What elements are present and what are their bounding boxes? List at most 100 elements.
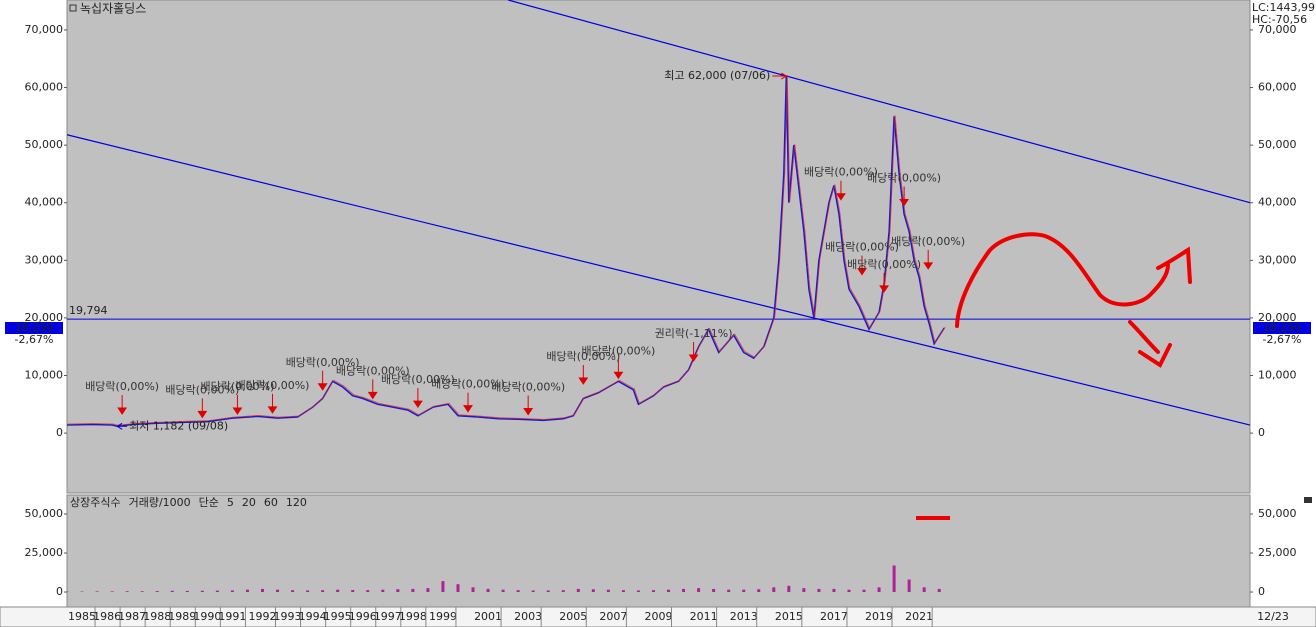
last-price-box <box>5 321 63 334</box>
volume-bar <box>95 591 99 593</box>
event-label: 배당락(0,00%) <box>847 258 921 271</box>
event-arrow <box>578 365 589 385</box>
event-arrow <box>367 379 378 400</box>
event-arrow <box>267 393 278 414</box>
volume-bar <box>170 590 174 593</box>
event-arrow <box>836 180 846 201</box>
event-label: 배당락(0,00%) <box>200 380 274 393</box>
last-change-label: -2,67% <box>15 333 54 346</box>
volume-bar <box>742 589 746 593</box>
volume-bar <box>486 588 490 593</box>
volume-bar <box>381 589 385 593</box>
x-tick-label: 2005 <box>559 610 587 623</box>
volume-bar <box>260 588 264 593</box>
corner-label: LC:1443,99 <box>1252 1 1315 14</box>
volume-bar <box>426 588 430 593</box>
event-label: 배당락(0,00%) <box>85 380 159 393</box>
x-tick-label: 1991 <box>218 610 246 623</box>
volume-bar <box>155 591 159 593</box>
x-tick-label: 1999 <box>429 610 457 623</box>
legend-label: 60 <box>264 496 278 509</box>
y-tick-label-right: 50,000 <box>1258 507 1297 520</box>
event-label: 배당락(0,00%) <box>165 383 239 396</box>
annotation-scribble <box>955 232 1192 328</box>
volume-bar <box>606 589 610 593</box>
event-label: 배당락(0,00%) <box>546 350 620 363</box>
volume-bar <box>727 589 731 593</box>
event-arrow <box>463 392 473 413</box>
last-change-label: -2,67% <box>1263 333 1302 346</box>
legend-label: 120 <box>286 496 307 509</box>
trend-line <box>507 0 1251 204</box>
high-label: 최고 62,000 (07/06) <box>664 69 770 82</box>
trend-line <box>66 134 1251 426</box>
y-tick-label: 30,000 <box>25 253 64 266</box>
y-tick-label: 0 <box>56 585 63 598</box>
volume-bar <box>907 579 911 593</box>
volume-bar <box>441 581 445 593</box>
volume-bar <box>937 588 941 593</box>
volume-bar <box>591 589 595 593</box>
volume-bar <box>245 589 249 593</box>
x-tick-label: 2009 <box>645 610 673 623</box>
volume-bar <box>862 589 866 593</box>
volume-bar <box>651 590 655 593</box>
volume-bar <box>351 589 355 593</box>
x-tick-label: 2013 <box>730 610 758 623</box>
event-arrow <box>317 370 328 391</box>
event-arrow <box>688 341 699 362</box>
y-tick-label: 40,000 <box>25 196 64 209</box>
event-label: 배당락(0,00%) <box>286 356 360 369</box>
volume-bar <box>456 584 460 593</box>
x-tick-label: 1998 <box>399 610 427 623</box>
volume-bar <box>230 590 234 593</box>
low-arrow <box>116 422 128 430</box>
plot-layer: 0 0 10,000 10,000 20,000 20,000 30,000 30,000 40… <box>5 0 1311 627</box>
volume-bar <box>501 589 505 593</box>
x-tick-label: 1995 <box>324 610 352 623</box>
volume-bar <box>667 589 671 593</box>
volume-bar <box>576 588 580 593</box>
volume-bar <box>185 590 189 593</box>
y-tick-label: 60,000 <box>25 81 64 94</box>
volume-bar <box>471 587 475 593</box>
title-icon <box>69 4 77 12</box>
y-tick-label-right: 70,000 <box>1258 23 1297 36</box>
legend-label: 20 <box>242 496 256 509</box>
event-arrow <box>613 359 624 380</box>
volume-bar <box>366 590 370 593</box>
y-tick-label-right: 40,000 <box>1258 196 1297 209</box>
price-panel <box>66 0 1251 494</box>
x-tick-label: 1985 <box>68 610 96 623</box>
event-arrow <box>117 394 128 415</box>
y-tick-label: 50,000 <box>25 507 64 520</box>
event-arrow <box>857 255 867 276</box>
volume-bar <box>516 590 520 593</box>
legend-label: 단순 <box>199 496 219 509</box>
volume-bar <box>546 590 550 593</box>
panel-close[interactable] <box>1304 497 1312 503</box>
volume-bar <box>817 588 821 593</box>
volume-bar <box>140 591 144 593</box>
volume-panel <box>66 494 1251 608</box>
event-label: 배당락(0,00%) <box>431 378 505 391</box>
last-price-label: 18,250 <box>1263 321 1302 334</box>
y-tick-label: 20,000 <box>25 311 64 324</box>
event-label: 배당락(0,00%) <box>804 166 878 179</box>
event-label: 권리락(-1,11%) <box>655 327 733 340</box>
low-label: 최저 1,182 (09/08) <box>129 419 228 432</box>
x-tick-label: 1988 <box>143 610 171 623</box>
volume-bar <box>892 565 896 593</box>
event-arrow <box>412 388 423 408</box>
event-arrow <box>523 395 534 416</box>
volume-bar <box>306 590 310 593</box>
date-label: 12/23 <box>1257 610 1289 623</box>
x-tick-label: 1986 <box>93 610 121 623</box>
event-arrow <box>923 249 934 270</box>
event-label: 배당락(0,00%) <box>825 241 899 254</box>
legend-label: 상장주식수 <box>70 496 121 509</box>
y-tick-label: 25,000 <box>25 546 64 559</box>
volume-bar <box>531 590 535 593</box>
y-tick-label: 10,000 <box>25 369 64 382</box>
